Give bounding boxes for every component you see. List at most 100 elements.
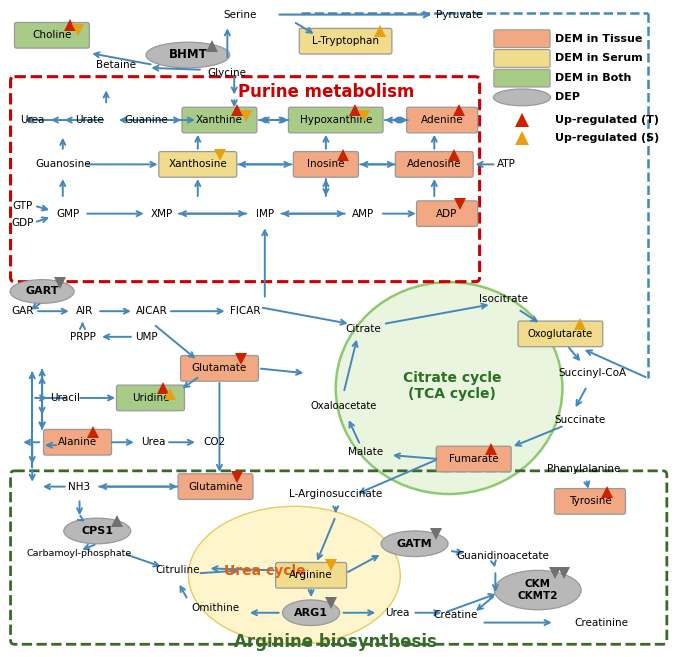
Text: AIR: AIR — [76, 306, 93, 316]
Text: Uracil: Uracil — [50, 393, 79, 403]
Text: Purine metabolism: Purine metabolism — [238, 83, 414, 101]
Text: L-Tryptophan: L-Tryptophan — [312, 36, 379, 46]
Text: UMP: UMP — [135, 332, 158, 342]
Text: Creatinine: Creatinine — [575, 618, 629, 627]
Text: Citrate cycle
(TCA cycle): Citrate cycle (TCA cycle) — [403, 371, 501, 401]
Text: Arginine: Arginine — [289, 570, 333, 580]
Text: Tyrosine: Tyrosine — [569, 497, 611, 507]
FancyBboxPatch shape — [178, 474, 253, 499]
FancyBboxPatch shape — [181, 355, 258, 381]
FancyBboxPatch shape — [44, 430, 112, 455]
Text: Adenosine: Adenosine — [407, 160, 462, 170]
Text: Pyruvate: Pyruvate — [436, 10, 482, 20]
Text: CO2: CO2 — [203, 438, 225, 447]
Text: ATP: ATP — [497, 160, 516, 170]
Text: Xanthosine: Xanthosine — [169, 160, 227, 170]
FancyBboxPatch shape — [395, 152, 473, 177]
Text: Up-regulated (S): Up-regulated (S) — [556, 133, 660, 143]
Text: Xanthine: Xanthine — [196, 115, 243, 125]
Text: ADP: ADP — [436, 209, 458, 219]
Text: Citrate: Citrate — [345, 324, 382, 334]
Text: GAR: GAR — [11, 306, 34, 316]
FancyBboxPatch shape — [494, 49, 550, 67]
Text: DEP: DEP — [556, 93, 580, 102]
Text: Hypoxanthine: Hypoxanthine — [299, 115, 372, 125]
Text: Fumarate: Fumarate — [449, 454, 499, 464]
Ellipse shape — [146, 42, 229, 68]
Text: Adenine: Adenine — [421, 115, 464, 125]
Text: Malate: Malate — [348, 447, 383, 457]
FancyBboxPatch shape — [182, 107, 257, 133]
Text: Glutamine: Glutamine — [188, 482, 242, 491]
Text: FICAR: FICAR — [230, 306, 260, 316]
Ellipse shape — [493, 89, 551, 106]
Ellipse shape — [495, 570, 581, 610]
Text: IMP: IMP — [256, 209, 274, 219]
Text: Serine: Serine — [223, 10, 257, 20]
Text: Succinate: Succinate — [554, 415, 606, 424]
Text: Alanine: Alanine — [58, 438, 97, 447]
FancyBboxPatch shape — [288, 107, 383, 133]
Text: Urate: Urate — [75, 115, 103, 125]
Text: Choline: Choline — [32, 30, 72, 40]
Text: GDP: GDP — [11, 217, 34, 227]
Text: Oxaloacetate: Oxaloacetate — [310, 401, 377, 411]
Text: Arginine biosynthesis: Arginine biosynthesis — [234, 633, 437, 651]
Text: GTP: GTP — [12, 201, 32, 211]
FancyBboxPatch shape — [159, 152, 237, 177]
Text: Oxoglutarate: Oxoglutarate — [527, 329, 593, 339]
Ellipse shape — [336, 282, 562, 494]
Text: Glutamate: Glutamate — [192, 363, 247, 373]
Text: ARG1: ARG1 — [294, 608, 328, 618]
Text: AICAR: AICAR — [136, 306, 167, 316]
Text: DEM in Both: DEM in Both — [556, 73, 632, 83]
Text: Guanine: Guanine — [125, 115, 169, 125]
Ellipse shape — [188, 507, 400, 645]
Text: BHMT: BHMT — [169, 49, 208, 62]
FancyBboxPatch shape — [554, 489, 625, 514]
Text: DEM in Tissue: DEM in Tissue — [556, 34, 643, 44]
Text: Creatine: Creatine — [434, 610, 478, 620]
Text: GATM: GATM — [397, 539, 432, 549]
Text: DEM in Serum: DEM in Serum — [556, 53, 643, 64]
FancyBboxPatch shape — [436, 446, 511, 472]
Ellipse shape — [381, 531, 448, 556]
Ellipse shape — [282, 600, 340, 625]
Text: Guanosine: Guanosine — [35, 160, 90, 170]
Text: Inosine: Inosine — [307, 160, 345, 170]
Text: CKM
CKMT2: CKM CKMT2 — [517, 579, 558, 601]
FancyBboxPatch shape — [416, 201, 477, 227]
Text: GART: GART — [25, 286, 59, 296]
Text: Up-regulated (T): Up-regulated (T) — [556, 115, 660, 125]
Text: PRPP: PRPP — [70, 332, 95, 342]
Text: Citruline: Citruline — [155, 566, 200, 576]
Text: Betaine: Betaine — [96, 60, 136, 70]
FancyBboxPatch shape — [494, 30, 550, 47]
Ellipse shape — [10, 280, 74, 304]
FancyBboxPatch shape — [494, 69, 550, 87]
Text: Isocitrate: Isocitrate — [479, 294, 527, 304]
FancyBboxPatch shape — [293, 152, 358, 177]
FancyBboxPatch shape — [407, 107, 477, 133]
Text: Urea cycle: Urea cycle — [224, 564, 306, 578]
Text: Urea: Urea — [141, 438, 166, 447]
FancyBboxPatch shape — [275, 562, 347, 588]
FancyBboxPatch shape — [14, 22, 89, 48]
Ellipse shape — [64, 518, 131, 544]
Text: Urea: Urea — [385, 608, 409, 618]
Text: XMP: XMP — [150, 209, 173, 219]
Text: Glycine: Glycine — [208, 68, 247, 78]
Text: Uridine: Uridine — [132, 393, 169, 403]
Text: Omithine: Omithine — [191, 603, 240, 613]
Text: GMP: GMP — [56, 209, 79, 219]
Text: Guanidinoacetate: Guanidinoacetate — [457, 551, 549, 560]
Text: NH3: NH3 — [68, 482, 90, 491]
Text: Carbamoyl-phosphate: Carbamoyl-phosphate — [27, 549, 132, 558]
Text: AMP: AMP — [352, 209, 375, 219]
FancyBboxPatch shape — [116, 385, 184, 411]
Text: L-Arginosuccinate: L-Arginosuccinate — [289, 489, 382, 499]
Text: Succinyl-CoA: Succinyl-CoA — [558, 369, 626, 378]
Text: Phenylalanine: Phenylalanine — [547, 464, 621, 474]
FancyBboxPatch shape — [518, 321, 603, 347]
FancyBboxPatch shape — [299, 28, 392, 54]
